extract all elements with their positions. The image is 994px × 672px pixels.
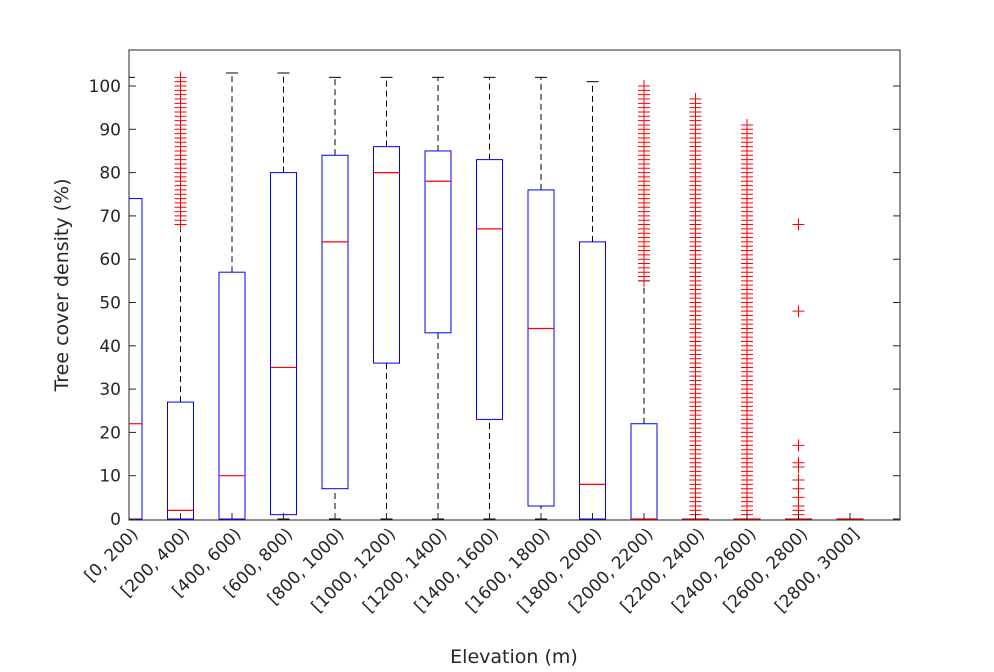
outlier-point [638, 80, 650, 92]
y-tick-label: 60 [99, 250, 121, 270]
box-group [167, 71, 194, 520]
y-tick-label: 20 [99, 423, 121, 443]
y-tick-label: 50 [99, 294, 121, 314]
chart-marks [128, 71, 864, 521]
box-group [630, 80, 658, 520]
box-group [424, 76, 452, 520]
outlier-point [792, 474, 805, 487]
outlier-point [792, 439, 805, 452]
box-group [321, 76, 349, 520]
box [527, 189, 555, 507]
y-tick-label: 80 [99, 164, 121, 184]
box [321, 154, 349, 490]
y-tick-label: 70 [99, 207, 121, 227]
box [424, 150, 452, 334]
plot-frame [128, 49, 901, 521]
y-axis-label: Tree cover density (%) [51, 178, 73, 392]
outlier-point [741, 118, 753, 131]
y-tick-label: 90 [99, 120, 121, 140]
outlier-point [792, 305, 805, 318]
box-group [682, 92, 709, 521]
outlier-point [792, 218, 805, 231]
y-tick-label: 100 [89, 77, 121, 97]
box-group [733, 118, 761, 521]
box-group [476, 76, 503, 520]
box-group [373, 76, 400, 520]
y-tick-label: 0 [110, 510, 121, 530]
x-axis-ticks: [0, 200)[200, 400)[400, 600)[600, 800)[8… [81, 513, 864, 617]
outlier-point [174, 71, 187, 84]
y-tick-label: 40 [99, 337, 121, 357]
outlier-point [792, 456, 805, 469]
box [476, 159, 503, 420]
plot-area [129, 50, 900, 520]
y-tick-label: 10 [99, 467, 121, 487]
y-tick-label: 30 [99, 380, 121, 400]
x-axis-label: Elevation (m) [450, 646, 578, 668]
outlier-point [689, 92, 702, 105]
y-axis-ticks: 0 10 20 30 40 50 60 70 80 90 100 [89, 77, 900, 530]
box [373, 146, 400, 364]
